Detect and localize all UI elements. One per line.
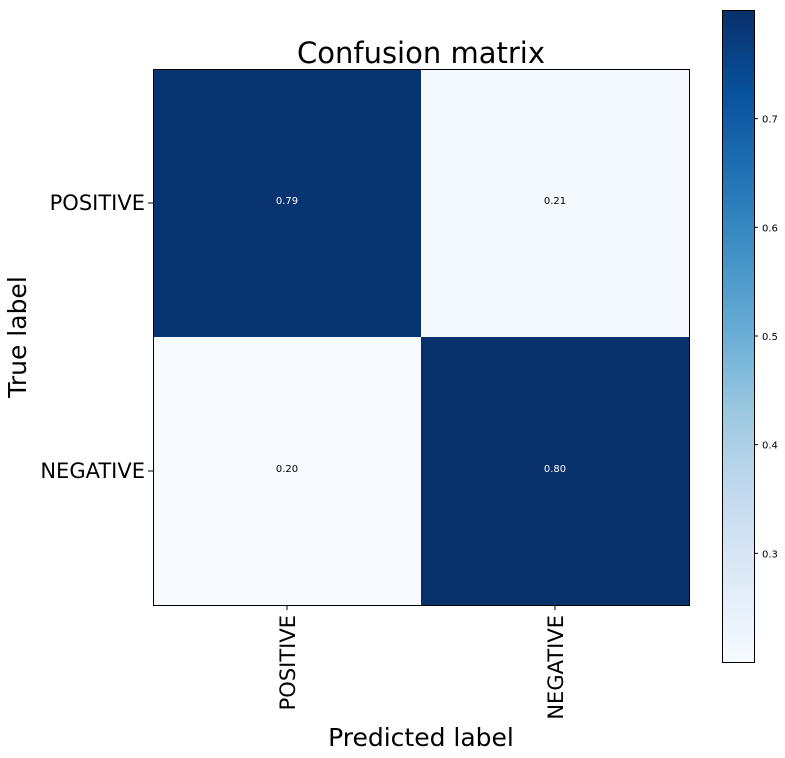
y-axis-label: True label [3, 276, 32, 399]
cell-value-label: 0.21 [544, 196, 566, 207]
colorbar-tick-label: 0.6 [762, 223, 778, 234]
y-tick-label: NEGATIVE [40, 459, 145, 483]
chart-title: Confusion matrix [297, 36, 545, 70]
x-axis-ticks: POSITIVE NEGATIVE [276, 605, 568, 720]
colorbar-tick-label: 0.5 [762, 332, 778, 343]
matrix-cell [153, 69, 422, 338]
x-tick-label: POSITIVE [276, 615, 300, 710]
colorbar-tick-label: 0.4 [762, 441, 778, 452]
cell-value-label: 0.79 [276, 196, 298, 207]
colorbar-ticks: 0.3 0.4 0.5 0.6 0.7 [754, 115, 778, 560]
y-axis-ticks: POSITIVE NEGATIVE [40, 191, 153, 483]
colorbar-tick-label: 0.7 [762, 115, 778, 126]
x-axis-label: Predicted label [328, 723, 514, 752]
matrix-cell [153, 337, 422, 606]
x-tick-label: NEGATIVE [544, 615, 568, 720]
matrix-cell [421, 69, 690, 338]
plot-frame [153, 69, 690, 606]
colorbar-tick-label: 0.3 [762, 549, 778, 560]
colorbar [722, 10, 755, 663]
matrix-cells [153, 69, 690, 606]
cell-value-label: 0.20 [276, 464, 298, 475]
matrix-cell-labels: 0.79 0.21 0.20 0.80 [276, 196, 566, 475]
y-tick-label: POSITIVE [50, 191, 145, 215]
cell-value-label: 0.80 [544, 464, 566, 475]
matrix-cell [421, 337, 690, 606]
